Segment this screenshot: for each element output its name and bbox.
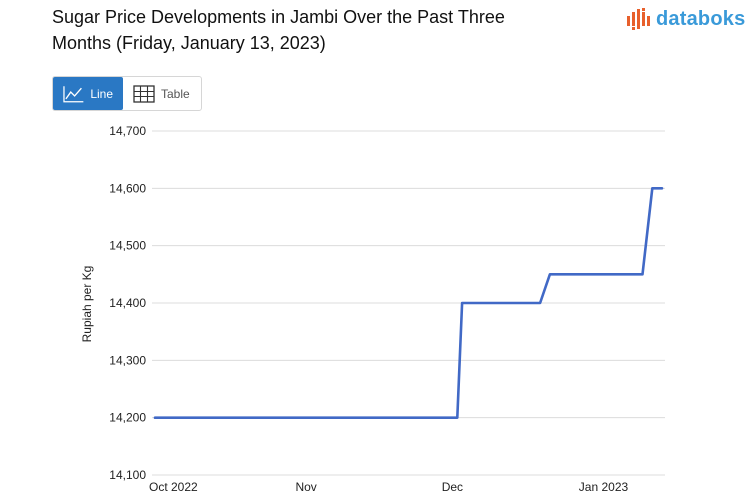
y-tick-label: 14,600	[109, 181, 146, 195]
x-tick-label: Nov	[295, 480, 316, 494]
line-chart-icon	[63, 85, 84, 102]
chart-title-line-2: Months (Friday, January 13, 2023)	[52, 33, 326, 53]
x-tick-label: Oct 2022	[149, 480, 198, 494]
y-tick-label: 14,100	[109, 468, 146, 482]
x-tick-label: Jan 2023	[579, 480, 629, 494]
brand-logo[interactable]: databoks	[626, 7, 745, 31]
table-view-label: Table	[161, 86, 190, 101]
chart-title-line-1: Sugar Price Developments in Jambi Over t…	[52, 7, 505, 27]
y-tick-label: 14,700	[109, 124, 146, 138]
y-tick-label: 14,200	[109, 411, 146, 425]
chart-title: Sugar Price Developments in Jambi Over t…	[52, 4, 552, 56]
y-axis-label: Rupiah per Kg	[80, 266, 94, 343]
line-view-label: Line	[90, 86, 113, 101]
table-view-button[interactable]: Table	[123, 77, 200, 110]
databoks-logo-icon	[627, 8, 650, 30]
y-tick-label: 14,300	[109, 353, 146, 367]
series-line	[153, 187, 664, 420]
brand-name: databoks	[656, 7, 746, 30]
y-tick-label: 14,500	[109, 239, 146, 253]
x-tick-label: Dec	[442, 480, 463, 494]
y-tick-label: 14,400	[109, 296, 146, 310]
table-grid-icon	[133, 84, 155, 103]
view-toggle: Line Table	[52, 76, 202, 111]
line-view-button[interactable]: Line	[53, 77, 123, 110]
